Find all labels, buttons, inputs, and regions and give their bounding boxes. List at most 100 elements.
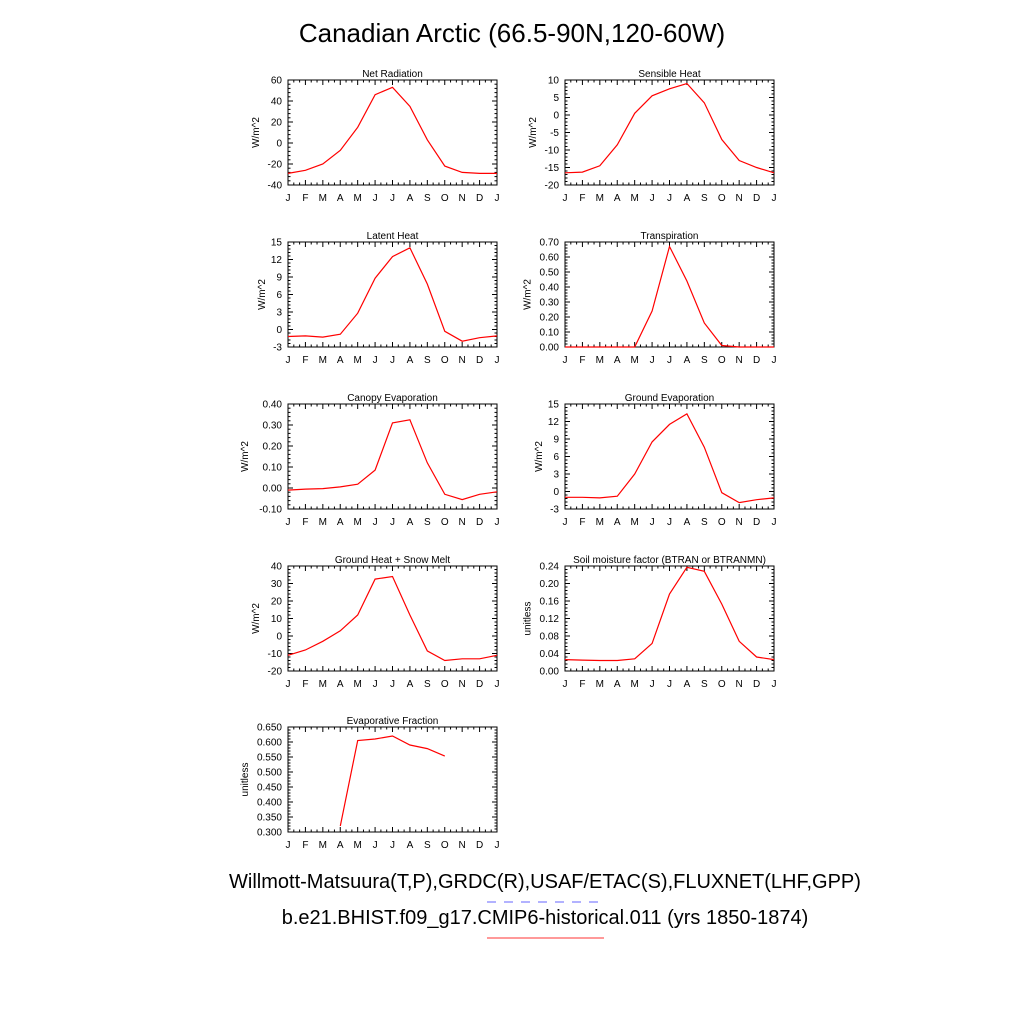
- x-tick-label: O: [441, 355, 449, 366]
- x-tick-label: J: [390, 355, 395, 366]
- x-tick-label: F: [579, 517, 585, 528]
- x-tick-label: N: [736, 517, 743, 528]
- x-tick-label: O: [718, 679, 726, 690]
- y-axis-label: unitless: [523, 602, 534, 636]
- y-tick-label: 60: [271, 76, 283, 87]
- x-tick-label: J: [772, 193, 777, 204]
- y-tick-label: -0.10: [259, 505, 282, 516]
- y-tick-label: 20: [271, 597, 283, 608]
- x-tick-label: A: [684, 193, 691, 204]
- y-axis-label: unitless: [240, 763, 251, 797]
- panel-title: Transpiration: [641, 231, 699, 242]
- y-tick-label: 5: [553, 93, 559, 104]
- legend-model-label: b.e21.BHIST.f09_g17.CMIP6-historical.011…: [281, 907, 809, 929]
- y-tick-label: 0.650: [257, 723, 282, 734]
- x-tick-label: O: [441, 840, 449, 851]
- y-tick-label: -20: [268, 160, 283, 171]
- x-tick-label: S: [701, 517, 708, 528]
- plot-frame: [287, 726, 498, 833]
- x-tick-label: M: [596, 517, 604, 528]
- y-tick-label: 30: [271, 579, 283, 590]
- x-tick-label: S: [701, 355, 708, 366]
- x-tick-label: A: [407, 355, 414, 366]
- y-tick-label: 0.20: [263, 442, 283, 453]
- x-tick-label: F: [302, 355, 308, 366]
- plot-frame: [564, 403, 775, 510]
- x-tick-label: D: [753, 355, 760, 366]
- x-tick-label: O: [718, 193, 726, 204]
- x-tick-label: D: [476, 840, 483, 851]
- panel-title: Ground Heat + Snow Melt: [335, 555, 451, 566]
- y-tick-label: 3: [276, 308, 282, 319]
- series-line-1: [565, 244, 774, 348]
- x-tick-label: J: [373, 355, 378, 366]
- x-tick-label: J: [772, 679, 777, 690]
- x-tick-label: J: [495, 193, 500, 204]
- x-tick-label: S: [424, 355, 431, 366]
- y-tick-label: 0.600: [257, 738, 282, 749]
- panel-title: Canopy Evaporation: [347, 393, 438, 404]
- x-tick-label: M: [319, 679, 327, 690]
- x-tick-label: J: [667, 355, 672, 366]
- x-tick-label: A: [614, 517, 621, 528]
- x-tick-label: D: [753, 517, 760, 528]
- x-tick-label: J: [373, 193, 378, 204]
- x-tick-label: N: [459, 679, 466, 690]
- plot-frame: [564, 79, 775, 186]
- y-tick-label: -20: [545, 181, 560, 192]
- x-tick-label: S: [424, 679, 431, 690]
- x-tick-label: M: [596, 679, 604, 690]
- y-tick-label: 6: [553, 452, 559, 463]
- y-tick-label: 0.450: [257, 783, 282, 794]
- y-tick-label: 0.16: [540, 597, 560, 608]
- x-tick-label: J: [286, 840, 291, 851]
- x-tick-label: D: [753, 193, 760, 204]
- y-tick-label: 0.00: [540, 667, 560, 678]
- x-tick-label: J: [390, 517, 395, 528]
- x-tick-label: S: [424, 517, 431, 528]
- x-tick-label: J: [373, 679, 378, 690]
- x-tick-label: N: [736, 193, 743, 204]
- x-tick-label: M: [630, 193, 638, 204]
- y-tick-label: 0.30: [540, 298, 560, 309]
- x-tick-label: M: [353, 840, 361, 851]
- y-tick-label: 0.24: [540, 562, 560, 573]
- x-tick-label: N: [736, 679, 743, 690]
- y-tick-label: -5: [550, 128, 559, 139]
- y-axis-label: W/m^2: [534, 441, 545, 472]
- y-tick-label: 9: [553, 435, 559, 446]
- y-tick-label: 0.500: [257, 768, 282, 779]
- y-tick-label: -3: [550, 505, 559, 516]
- x-tick-label: A: [407, 193, 414, 204]
- y-tick-label: 10: [548, 76, 560, 87]
- y-tick-label: 0.300: [257, 828, 282, 839]
- x-tick-label: M: [596, 193, 604, 204]
- y-axis-label: W/m^2: [257, 279, 268, 310]
- x-tick-label: F: [302, 193, 308, 204]
- y-tick-label: 0.10: [263, 463, 283, 474]
- x-tick-label: M: [630, 355, 638, 366]
- y-tick-label: 0.00: [540, 343, 560, 354]
- panel-title: Latent Heat: [367, 231, 419, 242]
- y-tick-label: 6: [276, 290, 282, 301]
- y-tick-label: 0.04: [540, 649, 560, 660]
- y-tick-label: -20: [268, 667, 283, 678]
- x-tick-label: A: [614, 193, 621, 204]
- x-tick-label: J: [667, 679, 672, 690]
- x-tick-label: M: [630, 679, 638, 690]
- y-axis-label: W/m^2: [251, 117, 262, 148]
- y-tick-label: 15: [271, 238, 283, 249]
- x-tick-label: O: [718, 517, 726, 528]
- x-tick-label: J: [667, 517, 672, 528]
- x-tick-label: J: [772, 355, 777, 366]
- y-tick-label: -3: [273, 343, 282, 354]
- y-tick-label: 0.70: [540, 238, 560, 249]
- x-tick-label: J: [495, 679, 500, 690]
- x-tick-label: J: [286, 355, 291, 366]
- x-tick-label: J: [563, 193, 568, 204]
- x-tick-label: S: [424, 193, 431, 204]
